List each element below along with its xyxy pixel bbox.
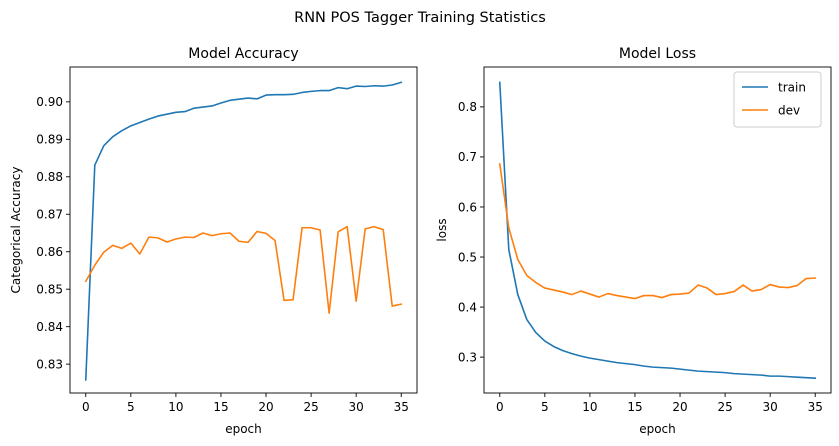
accuracy-y-tick-label: 0.88 xyxy=(36,170,63,184)
accuracy-x-tick-label: 35 xyxy=(394,400,409,414)
loss-series-train-line xyxy=(498,81,817,379)
accuracy-y-tick-label: 0.83 xyxy=(36,357,63,371)
accuracy-series-train-line xyxy=(84,81,403,381)
loss-y-tick-label: 0.7 xyxy=(458,150,477,164)
accuracy-y-tick-label: 0.90 xyxy=(36,95,63,109)
loss-chart-panel: Model Loss 0 5 10 15 20 25 30 35 0.3 0.4 0.5 0.6 0.7 0… xyxy=(435,46,832,436)
accuracy-y-axis-label: Categorical Accuracy xyxy=(9,167,23,294)
loss-x-tick-label: 30 xyxy=(763,400,778,414)
accuracy-y-tick-label: 0.84 xyxy=(36,320,63,334)
loss-x-tick-label: 35 xyxy=(808,400,823,414)
loss-y-tick-label: 0.8 xyxy=(458,100,477,114)
accuracy-y-tick-label: 0.85 xyxy=(36,283,63,297)
loss-axes-frame xyxy=(483,66,832,394)
loss-x-tick-label: 25 xyxy=(717,400,732,414)
loss-legend: train dev xyxy=(733,71,822,128)
loss-x-tick-label: 10 xyxy=(582,400,597,414)
loss-x-tick-label: 20 xyxy=(672,400,687,414)
accuracy-y-tick-label: 0.89 xyxy=(36,133,63,147)
loss-y-tick-label: 0.4 xyxy=(458,300,477,314)
loss-x-tick-label: 0 xyxy=(496,400,504,414)
loss-x-axis-label: epoch xyxy=(639,422,676,436)
loss-series-dev-line xyxy=(498,163,817,300)
figure-suptitle: RNN POS Tagger Training Statistics xyxy=(294,10,546,26)
accuracy-y-tick-label: 0.86 xyxy=(36,245,63,259)
accuracy-x-tick-label: 30 xyxy=(349,400,364,414)
accuracy-series-dev-line xyxy=(84,225,403,314)
accuracy-x-tick-label: 0 xyxy=(82,400,90,414)
accuracy-x-tick-label: 20 xyxy=(258,400,273,414)
loss-legend-label-dev: dev xyxy=(778,103,800,117)
accuracy-x-tick-label: 25 xyxy=(303,400,318,414)
accuracy-x-tick-label: 10 xyxy=(168,400,183,414)
loss-legend-label-train: train xyxy=(778,80,806,94)
accuracy-chart-panel: Model Accuracy 0 5 10 15 20 25 30 35 0.83 0.84 0.85… xyxy=(9,46,418,436)
loss-y-tick-label: 0.5 xyxy=(458,250,477,264)
accuracy-axes-frame xyxy=(69,66,418,394)
loss-y-tick-label: 0.3 xyxy=(458,350,477,364)
loss-x-tick-label: 5 xyxy=(541,400,549,414)
loss-y-tick-label: 0.6 xyxy=(458,200,477,214)
loss-chart-title: Model Loss xyxy=(619,46,696,62)
accuracy-x-axis-label: epoch xyxy=(225,422,262,436)
loss-x-tick-label: 15 xyxy=(627,400,642,414)
loss-legend-box xyxy=(733,71,822,128)
accuracy-chart-title: Model Accuracy xyxy=(188,46,298,62)
accuracy-x-tick-label: 15 xyxy=(213,400,228,414)
accuracy-y-tick-label: 0.87 xyxy=(36,208,63,222)
loss-y-axis-label: loss xyxy=(435,218,449,241)
accuracy-x-tick-label: 5 xyxy=(127,400,135,414)
